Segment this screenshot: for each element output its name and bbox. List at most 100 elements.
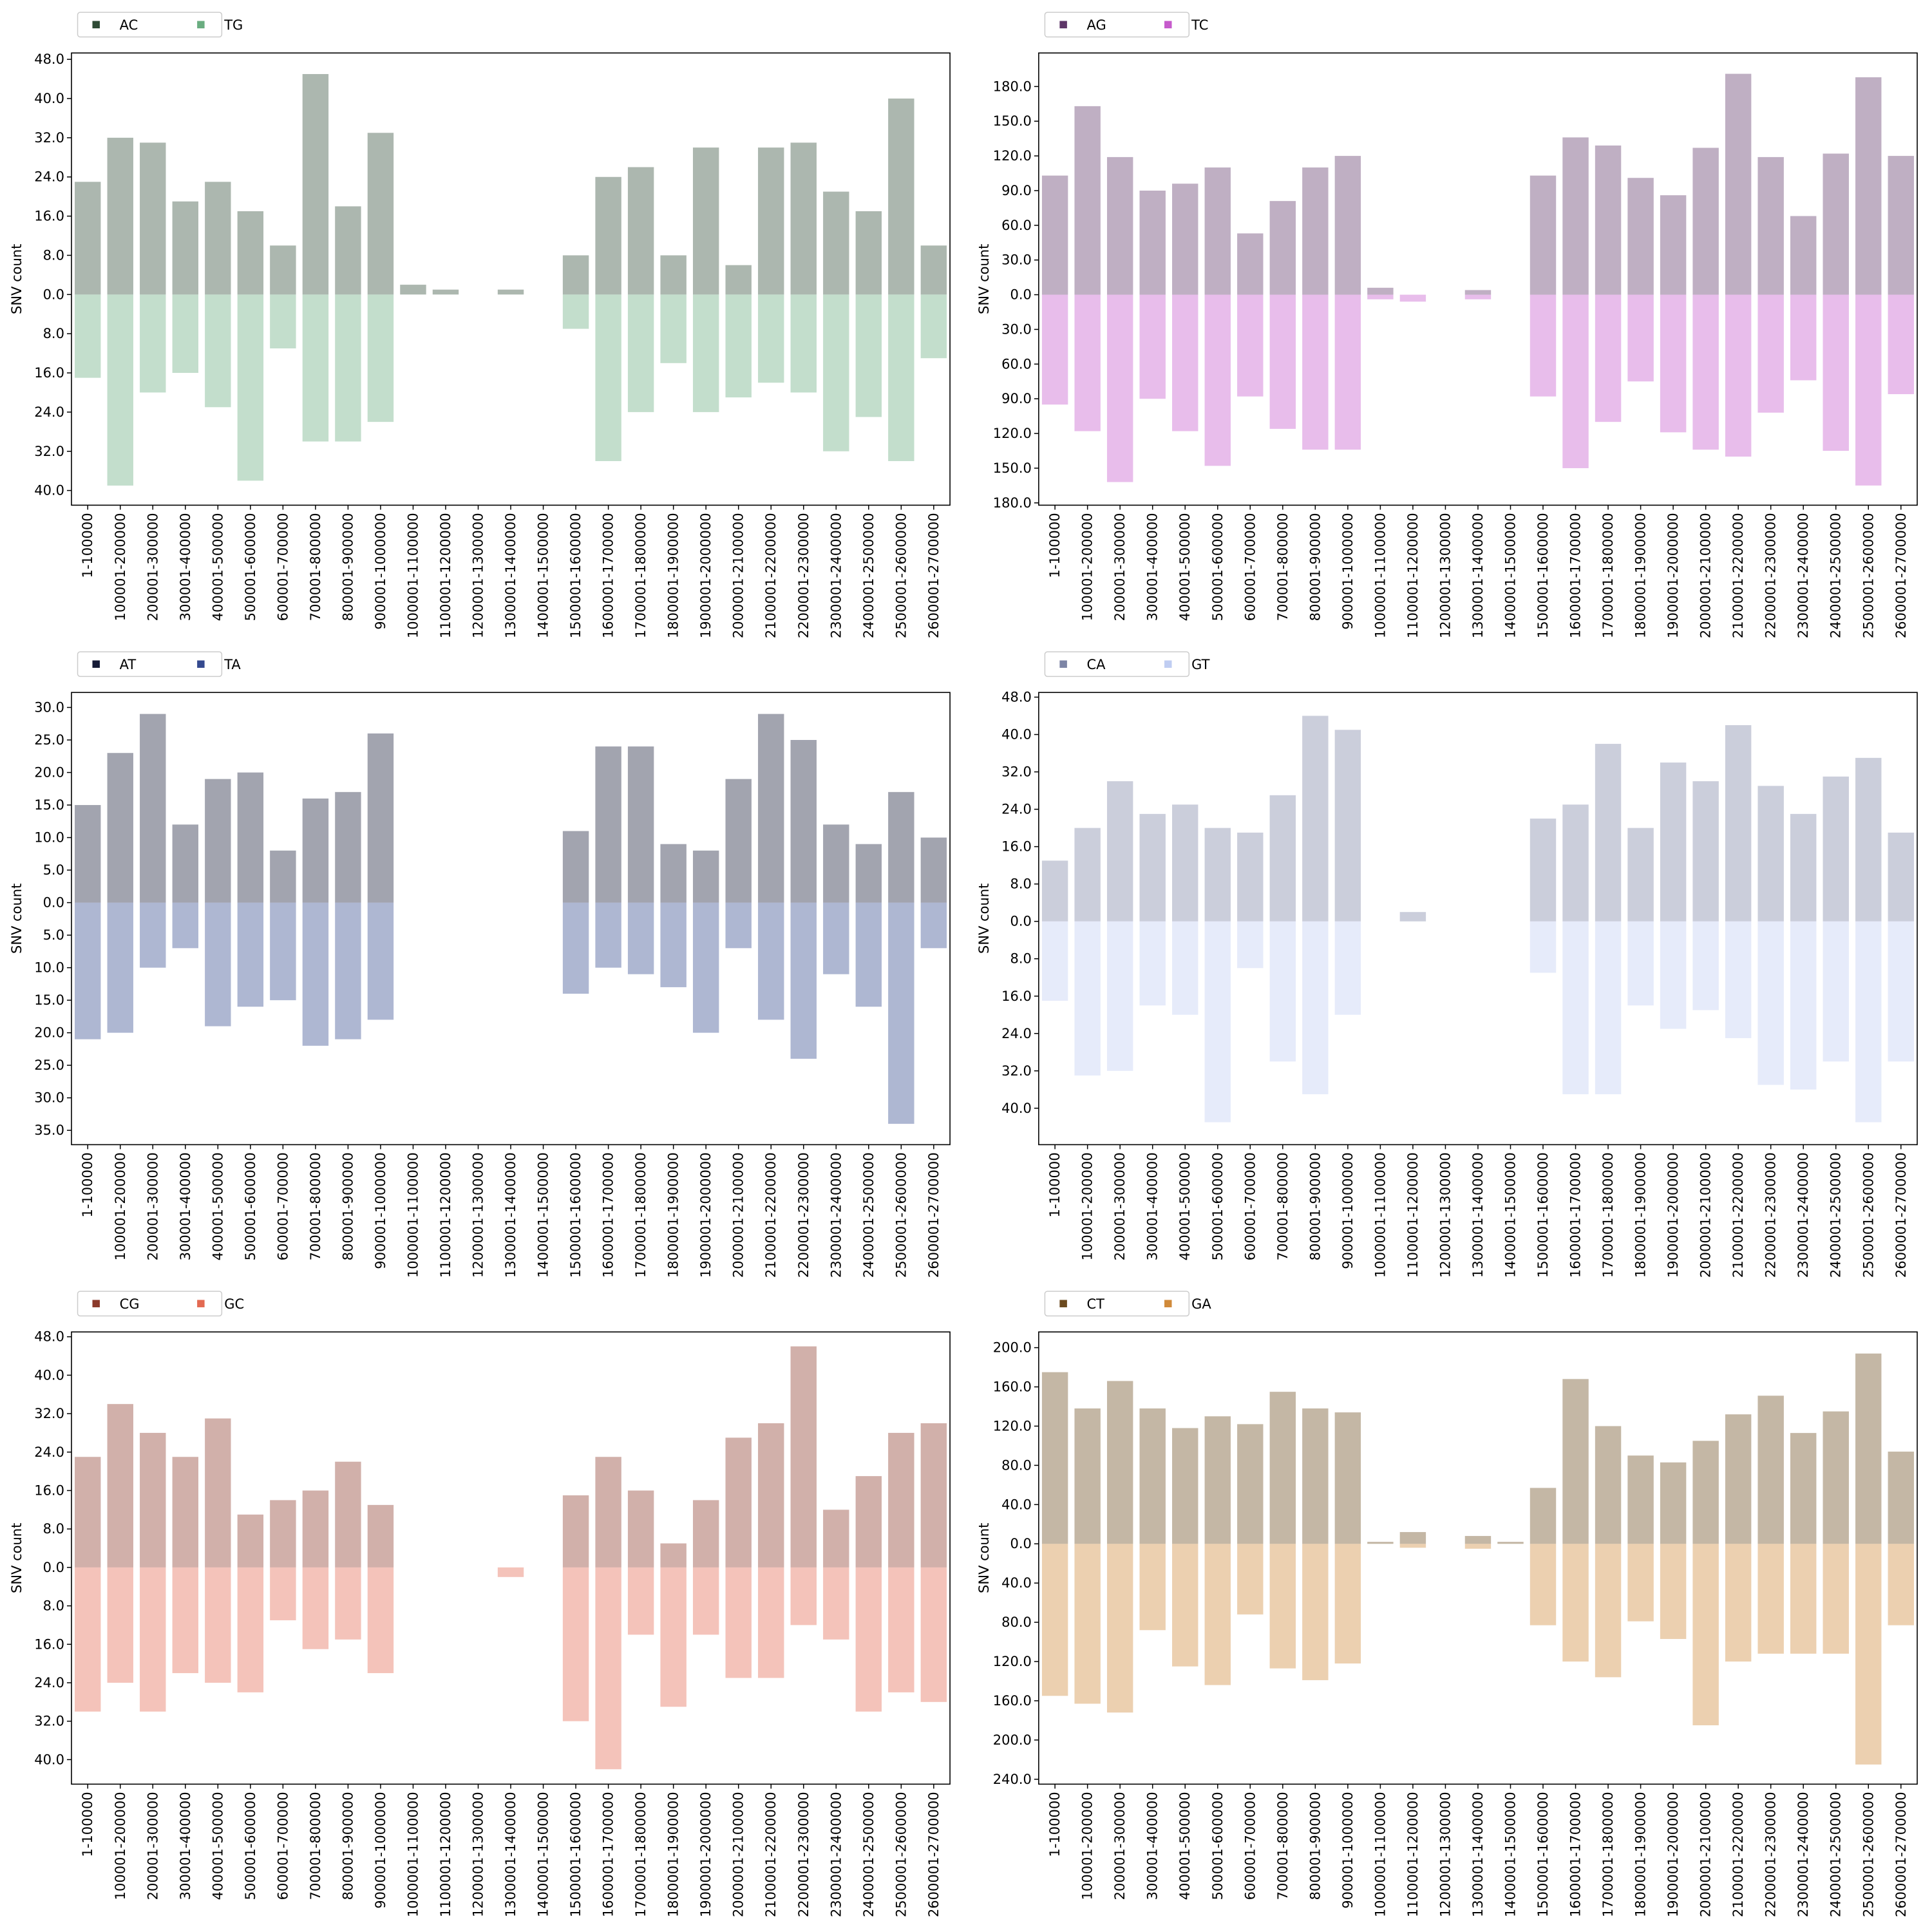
x-tick-label: 1900001-2000000 bbox=[698, 1152, 714, 1278]
bar bbox=[595, 176, 621, 295]
bar bbox=[237, 772, 264, 903]
y-tick-label: 30.0 bbox=[34, 1090, 64, 1106]
y-tick-label: 16.0 bbox=[34, 209, 64, 224]
x-tick-label: 300001-400000 bbox=[178, 1792, 193, 1900]
legend-marker bbox=[1164, 660, 1172, 668]
x-tick-label: 1600001-1700000 bbox=[601, 1152, 616, 1278]
x-tick-label: 2200001-2300000 bbox=[796, 1792, 811, 1917]
bar bbox=[1823, 153, 1849, 295]
bar bbox=[302, 1567, 329, 1649]
bar bbox=[302, 294, 329, 442]
x-tick-label: 700001-800000 bbox=[1275, 1152, 1291, 1260]
bar bbox=[1269, 1392, 1296, 1544]
bar bbox=[1790, 921, 1817, 1090]
x-tick-label: 800001-900000 bbox=[1307, 1792, 1323, 1900]
legend-label: CA bbox=[1087, 657, 1106, 672]
bar bbox=[335, 1567, 361, 1640]
x-tick-label: 2500001-2600000 bbox=[893, 513, 909, 638]
bar bbox=[1074, 106, 1101, 295]
x-tick-label: 2300001-2400000 bbox=[828, 1152, 844, 1278]
x-tick-label: 100001-200000 bbox=[1080, 1152, 1095, 1260]
x-tick-label: 500001-600000 bbox=[243, 1152, 258, 1260]
bar bbox=[1823, 776, 1849, 922]
bar bbox=[1204, 294, 1231, 466]
bar bbox=[562, 831, 589, 903]
bar bbox=[205, 182, 231, 295]
bar bbox=[1530, 819, 1557, 922]
y-tick-label: 20.0 bbox=[34, 1025, 64, 1041]
x-tick-label: 1800001-1900000 bbox=[666, 1152, 681, 1278]
x-tick-label: 700001-800000 bbox=[1275, 1792, 1291, 1900]
x-tick-label: 1000001-1100000 bbox=[1372, 1792, 1388, 1917]
bar bbox=[1660, 294, 1687, 433]
bar bbox=[1204, 1544, 1231, 1685]
bar bbox=[1302, 921, 1329, 1095]
legend-marker bbox=[197, 21, 205, 29]
bar bbox=[1790, 813, 1817, 922]
y-tick-label: 30.0 bbox=[1001, 321, 1032, 337]
x-tick-label: 1100001-1200000 bbox=[438, 1152, 453, 1278]
bar bbox=[692, 294, 719, 412]
bar bbox=[1855, 1544, 1882, 1765]
y-tick-label: 48.0 bbox=[34, 52, 64, 67]
y-tick-label: 16.0 bbox=[34, 1636, 64, 1652]
bar bbox=[1627, 921, 1654, 1006]
bar bbox=[1074, 1544, 1101, 1704]
bar bbox=[1530, 175, 1557, 295]
bar bbox=[335, 206, 361, 295]
x-tick-label: 600001-700000 bbox=[275, 1792, 290, 1900]
y-tick-label: 32.0 bbox=[34, 1406, 64, 1421]
y-tick-label: 0.0 bbox=[43, 1560, 64, 1575]
legend-box bbox=[77, 1291, 223, 1317]
bar bbox=[107, 902, 133, 1033]
x-tick-label: 1300001-1400000 bbox=[1470, 513, 1486, 638]
y-tick-label: 48.0 bbox=[34, 1329, 64, 1345]
y-tick-label: 150.0 bbox=[993, 113, 1032, 129]
bar bbox=[1530, 1488, 1557, 1544]
legend-label: AC bbox=[120, 17, 138, 33]
legend-marker bbox=[197, 1300, 205, 1307]
bar bbox=[1823, 921, 1849, 1062]
x-tick-label: 800001-900000 bbox=[340, 1152, 355, 1260]
axes-frame bbox=[1038, 692, 1918, 1146]
x-tick-label: 1200001-1300000 bbox=[471, 1152, 486, 1278]
x-tick-label: 2300001-2400000 bbox=[1795, 513, 1811, 638]
y-tick-label: 40.0 bbox=[34, 91, 64, 106]
x-tick-label: 500001-600000 bbox=[243, 1792, 258, 1900]
bar bbox=[595, 1457, 621, 1567]
bar bbox=[1106, 1381, 1133, 1544]
bar bbox=[1888, 294, 1914, 395]
y-tick-label: 40.0 bbox=[1001, 1497, 1032, 1512]
bar bbox=[1595, 1544, 1622, 1678]
legend-marker bbox=[92, 660, 100, 668]
bar bbox=[75, 1457, 101, 1567]
y-tick-label: 5.0 bbox=[43, 862, 64, 878]
axes-frame bbox=[71, 692, 951, 1146]
x-tick-label: 2500001-2600000 bbox=[1861, 1792, 1876, 1917]
bar bbox=[1464, 1544, 1492, 1549]
bar bbox=[855, 1567, 882, 1712]
bar bbox=[237, 1514, 264, 1567]
bar bbox=[823, 294, 849, 451]
bar bbox=[888, 1432, 914, 1567]
bar bbox=[1204, 167, 1231, 295]
bar bbox=[1562, 804, 1589, 922]
bar bbox=[627, 294, 654, 412]
bar bbox=[1172, 1428, 1198, 1544]
x-tick-label: 1400001-1500000 bbox=[536, 1792, 551, 1917]
y-tick-label: 0.0 bbox=[43, 287, 64, 302]
x-tick-label: 1000001-1100000 bbox=[405, 1152, 421, 1278]
x-tick-label: 300001-400000 bbox=[1145, 513, 1160, 621]
bar bbox=[1334, 1544, 1361, 1664]
x-tick-label: 1400001-1500000 bbox=[536, 1152, 551, 1278]
bar bbox=[237, 211, 264, 295]
bar bbox=[1627, 828, 1654, 922]
y-tick-label: 90.0 bbox=[1001, 183, 1032, 198]
y-tick-label: 25.0 bbox=[34, 732, 64, 748]
y-tick-label: 24.0 bbox=[34, 169, 64, 185]
x-tick-label: 2600001-2700000 bbox=[926, 1152, 942, 1278]
x-tick-label: 1500001-1600000 bbox=[568, 513, 583, 638]
bar bbox=[920, 294, 947, 359]
x-tick-label: 600001-700000 bbox=[1242, 513, 1258, 621]
x-tick-label: 1500001-1600000 bbox=[568, 1792, 583, 1917]
